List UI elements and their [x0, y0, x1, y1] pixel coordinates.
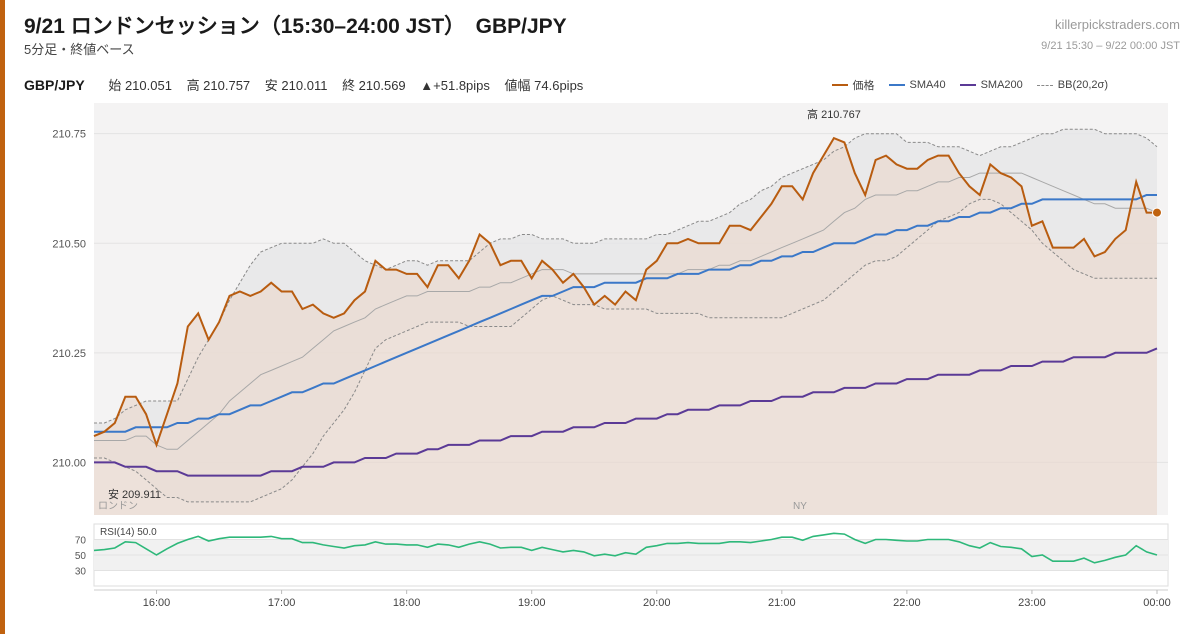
site-link[interactable]: killerpickstraders.com — [1055, 17, 1180, 32]
legend-label-price: 価格 — [852, 80, 875, 92]
range-stat: 値幅 74.6pips — [504, 78, 584, 93]
bb-upper-line — [94, 128, 1158, 424]
legend-label-bb: BB(20,2σ) — [1057, 79, 1108, 91]
session-label-ny: NY — [793, 501, 807, 512]
legend-label-sma200: SMA200 — [980, 79, 1023, 91]
y-tick-label: 210.25 — [52, 348, 86, 360]
accent-bar — [0, 0, 5, 634]
x-tick-label: 16:00 — [143, 597, 171, 609]
low-stat: 安 210.011 — [264, 78, 328, 93]
rsi-tick-label: 30 — [75, 567, 87, 578]
rsi-tick-label: 70 — [75, 536, 87, 547]
y-tick-label: 210.75 — [52, 129, 86, 141]
sma200-line — [94, 347, 1158, 477]
y-tick-label: 210.50 — [52, 238, 86, 250]
rsi-line — [93, 532, 1158, 564]
x-tick-label: 20:00 — [643, 597, 671, 609]
x-tick-label: 17:00 — [268, 597, 296, 609]
close-stat: 終 210.569 — [342, 78, 406, 93]
session-label-london: ロンドン — [98, 501, 138, 512]
change-stat: ▲+51.8pips — [420, 78, 490, 93]
legend-item-sma40[interactable]: SMA40 — [888, 79, 946, 91]
x-tick-label: 19:00 — [518, 597, 546, 609]
price-line — [93, 136, 1157, 449]
bb-mid-line — [94, 172, 1158, 450]
legend-label-sma40: SMA40 — [909, 79, 946, 91]
legend-item-sma200[interactable]: SMA200 — [959, 79, 1023, 91]
y-tick-label: 210.00 — [52, 457, 86, 469]
x-tick-label: 18:00 — [393, 597, 421, 609]
x-tick-label: 21:00 — [768, 597, 796, 609]
rsi-title: RSI(14) 50.0 — [100, 527, 157, 538]
open-stat: 始 210.051 — [108, 78, 172, 93]
legend-item-bb[interactable]: BB(20,2σ) — [1036, 79, 1108, 91]
x-tick-label: 00:00 — [1143, 597, 1171, 609]
chart-legend: 価格 SMA40 SMA200 BB(20,2σ) — [831, 77, 1108, 93]
bb-lower-line — [94, 198, 1157, 503]
date-range: 9/21 15:30 – 9/22 00:00 JST — [1041, 40, 1180, 52]
rsi-tick-label: 50 — [75, 551, 87, 562]
stats-bar: GBP/JPY 始 210.051 高 210.757 安 210.011 終 … — [24, 75, 594, 94]
x-tick-label: 23:00 — [1018, 597, 1046, 609]
page-title: 9/21 ロンドンセッション（15:30–24:00 JST） GBP/JPY — [24, 15, 567, 38]
low-annotation: 安 209.911 — [108, 487, 161, 501]
high-annotation: 高 210.767 — [807, 107, 861, 121]
sma40-line — [94, 194, 1157, 433]
legend-item-price[interactable]: 価格 — [831, 77, 875, 93]
pair-label: GBP/JPY — [24, 77, 85, 93]
high-stat: 高 210.757 — [186, 78, 251, 93]
last-price-marker[interactable] — [1152, 207, 1162, 218]
page-subtitle: 5分足・終値ベース — [24, 42, 135, 57]
x-tick-label: 22:00 — [893, 597, 921, 609]
